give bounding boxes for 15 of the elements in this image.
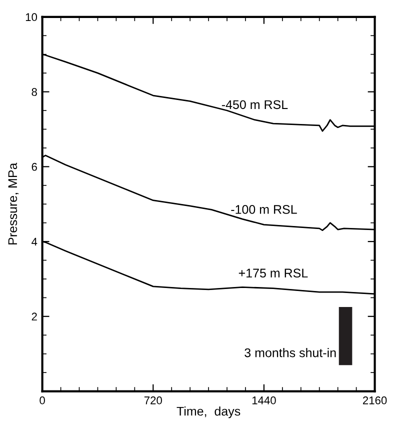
- y-tick-label: 10: [26, 13, 38, 22]
- y-tick-label: 2: [32, 312, 37, 320]
- annotation: 3 months shut-in: [244, 348, 336, 358]
- x-tick-label: 1440: [252, 396, 276, 404]
- series-label: -450 m RSL: [222, 100, 288, 110]
- x-tick-label: 720: [144, 396, 162, 404]
- series-label: -100 m RSL: [231, 205, 297, 214]
- y-tick-label: 4: [32, 238, 38, 246]
- x-tick-label: 0: [40, 396, 45, 404]
- series-label: +175 m RSL: [238, 268, 308, 278]
- y-axis-title: Pressure, MPa: [8, 162, 19, 244]
- y-tick-label: 6: [32, 162, 37, 171]
- x-axis-title: Time, days: [176, 406, 240, 418]
- x-tick-label: 2160: [362, 396, 387, 404]
- y-tick-label: 8: [32, 88, 37, 96]
